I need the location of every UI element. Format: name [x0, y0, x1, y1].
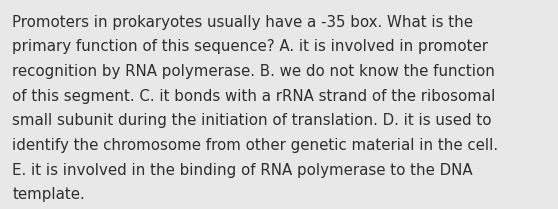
Text: template.: template.: [12, 187, 85, 202]
Text: primary function of this sequence? A. it is involved in promoter: primary function of this sequence? A. it…: [12, 39, 488, 54]
Text: of this segment. C. it bonds with a rRNA strand of the ribosomal: of this segment. C. it bonds with a rRNA…: [12, 89, 496, 104]
Text: recognition by RNA polymerase. B. we do not know the function: recognition by RNA polymerase. B. we do …: [12, 64, 495, 79]
Text: Promoters in prokaryotes usually have a -35 box. What is the: Promoters in prokaryotes usually have a …: [12, 15, 473, 30]
Text: identify the chromosome from other genetic material in the cell.: identify the chromosome from other genet…: [12, 138, 498, 153]
Text: E. it is involved in the binding of RNA polymerase to the DNA: E. it is involved in the binding of RNA …: [12, 163, 473, 178]
Text: small subunit during the initiation of translation. D. it is used to: small subunit during the initiation of t…: [12, 113, 492, 128]
